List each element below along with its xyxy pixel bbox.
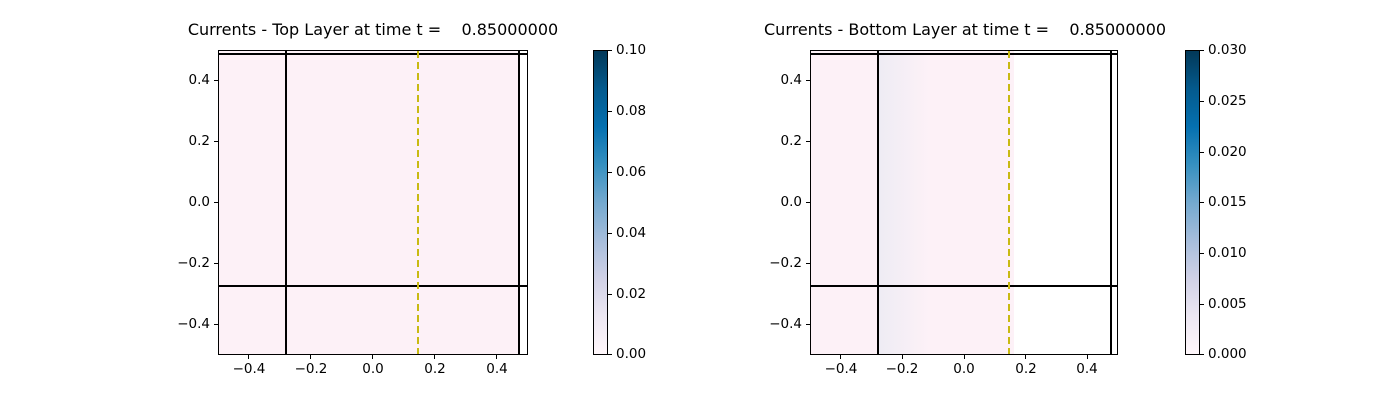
y-tick-mark (806, 202, 810, 203)
x-tick-mark (902, 355, 903, 359)
y-tick-mark (806, 80, 810, 81)
colorbar-tick-mark (608, 233, 612, 234)
x-axis-tick-label: 0.4 (1076, 361, 1098, 377)
colorbar-tick-mark (1200, 253, 1204, 254)
dashed-marker-line (1008, 51, 1010, 354)
zero-current-region (520, 51, 527, 354)
colorbar-tick-mark (608, 294, 612, 295)
y-tick-mark (214, 141, 218, 142)
y-axis-tick-label: 0.2 (188, 133, 210, 149)
colorbar-tick-mark (608, 354, 612, 355)
colorbar-tick-mark (608, 50, 612, 51)
plot-area-bottom-layer (810, 50, 1118, 355)
y-tick-mark (806, 324, 810, 325)
y-tick-mark (214, 324, 218, 325)
x-axis-tick-label: −0.2 (294, 361, 328, 377)
y-axis-tick-label: 0.4 (780, 72, 802, 88)
colorbar-bottom-layer (1185, 50, 1200, 355)
block-boundary-line-vertical-right (1110, 51, 1112, 354)
colorbar-tick-label: 0.010 (1208, 245, 1247, 261)
y-tick-mark (214, 80, 218, 81)
y-tick-mark (214, 263, 218, 264)
plot-area-top-layer (218, 50, 528, 355)
colorbar-tick-label: 0.04 (616, 225, 647, 241)
y-axis-tick-label: 0.0 (780, 194, 802, 210)
block-boundary-line-horizontal-top (219, 53, 527, 55)
zero-current-region (1014, 51, 1117, 354)
x-tick-mark (434, 355, 435, 359)
x-axis-tick-label: −0.4 (824, 361, 858, 377)
block-boundary-line-horizontal-top (811, 53, 1117, 55)
colorbar-tick-label: 0.06 (616, 164, 647, 180)
x-axis-tick-label: 0.4 (486, 361, 508, 377)
colorbar-tick-label: 0.030 (1208, 42, 1247, 58)
y-axis-tick-label: −0.2 (177, 255, 210, 271)
block-boundary-line-vertical-right (518, 51, 520, 354)
colorbar-tick-label: 0.10 (616, 42, 647, 58)
colorbar-tick-mark (1200, 202, 1204, 203)
colorbar-tick-mark (1200, 101, 1204, 102)
block-boundary-line-vertical-left (877, 51, 879, 354)
x-axis-tick-label: −0.4 (232, 361, 266, 377)
y-axis-tick-label: 0.0 (188, 194, 210, 210)
block-boundary-line-vertical-left (285, 51, 287, 354)
x-axis-tick-label: 0.2 (424, 361, 446, 377)
y-axis-tick-label: −0.2 (769, 255, 802, 271)
colorbar-tick-label: 0.00 (616, 346, 647, 362)
colorbar-top-layer (593, 50, 608, 355)
x-tick-mark (1087, 355, 1088, 359)
x-axis-tick-label: 0.0 (953, 361, 975, 377)
colorbar-tick-label: 0.015 (1208, 194, 1247, 210)
y-axis-tick-label: −0.4 (177, 316, 210, 332)
plot-title-top-layer: Currents - Top Layer at time t = 0.85000… (187, 20, 559, 39)
colorbar-tick-mark (1200, 50, 1204, 51)
x-axis-tick-label: −0.2 (885, 361, 919, 377)
colorbar-tick-label: 0.020 (1208, 144, 1247, 160)
dashed-marker-line (417, 51, 419, 354)
colorbar-tick-label: 0.005 (1208, 296, 1247, 312)
x-tick-mark (310, 355, 311, 359)
x-tick-mark (840, 355, 841, 359)
colorbar-tick-label: 0.08 (616, 103, 647, 119)
colorbar-tick-label: 0.000 (1208, 346, 1247, 362)
y-tick-mark (806, 141, 810, 142)
x-tick-mark (1025, 355, 1026, 359)
colorbar-tick-label: 0.02 (616, 286, 647, 302)
colorbar-tick-mark (608, 172, 612, 173)
block-boundary-line-horizontal-mid (219, 285, 527, 287)
block-boundary-line-horizontal-mid (811, 285, 1117, 287)
y-axis-tick-label: 0.4 (188, 72, 210, 88)
x-tick-mark (964, 355, 965, 359)
x-tick-mark (248, 355, 249, 359)
colorbar-tick-mark (1200, 152, 1204, 153)
x-axis-tick-label: 0.0 (362, 361, 384, 377)
y-axis-tick-label: 0.2 (780, 133, 802, 149)
x-axis-tick-label: 0.2 (1015, 361, 1037, 377)
y-tick-mark (806, 263, 810, 264)
colorbar-tick-mark (608, 111, 612, 112)
x-tick-mark (372, 355, 373, 359)
current-band-region (879, 51, 929, 354)
colorbar-tick-label: 0.025 (1208, 93, 1247, 109)
colorbar-tick-mark (1200, 354, 1204, 355)
colorbar-tick-mark (1200, 304, 1204, 305)
x-tick-mark (496, 355, 497, 359)
y-tick-mark (214, 202, 218, 203)
plot-title-bottom-layer: Currents - Bottom Layer at time t = 0.85… (764, 20, 1167, 39)
y-axis-tick-label: −0.4 (769, 316, 802, 332)
